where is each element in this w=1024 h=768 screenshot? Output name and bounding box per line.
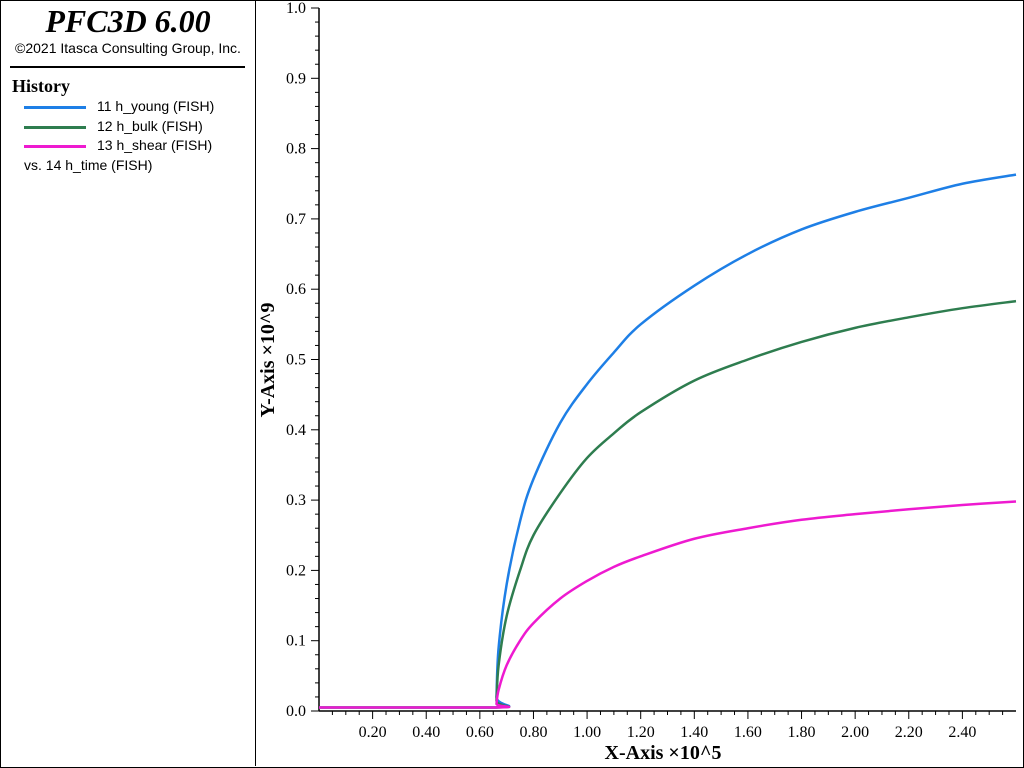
y-tick-label: 0.1 (286, 633, 306, 650)
x-tick-label: 1.60 (734, 724, 762, 741)
y-axis-title: Y-Axis ×10^9 (257, 302, 279, 417)
copyright-text: ©2021 Itasca Consulting Group, Inc. (15, 40, 241, 56)
series-line-2 (319, 299, 1017, 709)
legend-vs-label: vs. 14 h_time (FISH) (24, 157, 153, 173)
app-title: PFC3D 6.00 (45, 3, 211, 39)
x-tick-label: 2.00 (841, 724, 869, 741)
legend-panel: PFC3D 6.00 ©2021 Itasca Consulting Group… (0, 0, 256, 766)
x-tick-label: 1.20 (627, 724, 655, 741)
axes: 0.0 0.1 0.2 0.3 0.4 0.5 0.6 0.7 0.8 0.9 1.0 0.20 0.4… (286, 0, 1016, 741)
legend-swatch-shear (24, 145, 86, 148)
legend-label-shear: 13 h_shear (FISH) (97, 137, 213, 153)
x-tick-label: 1.40 (680, 724, 708, 741)
legend-swatch-bulk (24, 126, 86, 129)
y-tick-label: 0.7 (286, 211, 306, 228)
legend-title: History (12, 76, 70, 96)
y-tick-label: 0.6 (286, 281, 306, 298)
x-tick-label: 0.40 (412, 724, 440, 741)
y-tick-label: 0.8 (286, 141, 306, 158)
y-tick-label: 1.0 (286, 0, 306, 17)
x-tick-label: 0.60 (466, 724, 494, 741)
y-tick-label: 0.0 (286, 703, 306, 720)
x-tick-label: 0.20 (359, 724, 387, 741)
x-axis-title: X-Axis ×10^5 (605, 742, 722, 764)
series-lines (319, 173, 1017, 709)
y-tick-label: 0.9 (286, 70, 306, 87)
y-tick-label: 0.5 (286, 352, 306, 369)
x-tick-label: 2.20 (895, 724, 923, 741)
x-tick-label: 1.80 (788, 724, 816, 741)
y-tick-label: 0.4 (286, 422, 306, 439)
legend-label-young: 11 h_young (FISH) (97, 98, 215, 114)
panel-divider (10, 66, 245, 68)
series-line-1 (319, 173, 1017, 709)
y-tick-label: 0.2 (286, 562, 306, 579)
series-line-3 (319, 500, 1017, 709)
legend-swatch-young (24, 106, 86, 109)
y-tick-label: 0.3 (286, 492, 306, 509)
x-tick-label: 1.00 (573, 724, 601, 741)
legend-label-bulk: 12 h_bulk (FISH) (97, 118, 203, 134)
x-tick-label: 2.40 (948, 724, 976, 741)
x-tick-label: 0.80 (519, 724, 547, 741)
